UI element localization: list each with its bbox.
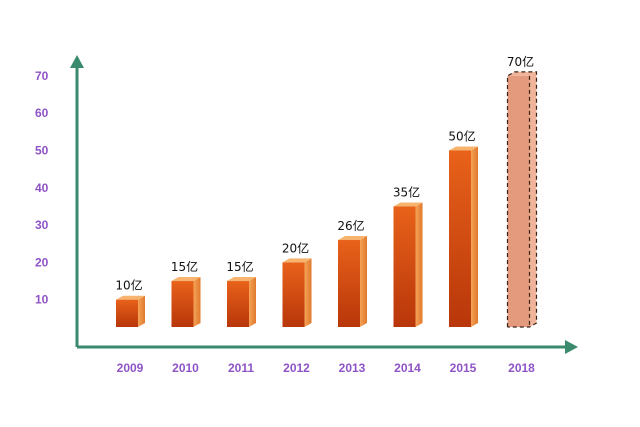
x-tick-label-2015: 2015 <box>450 361 477 375</box>
y-tick-label: 30 <box>35 218 49 232</box>
bar-2010 <box>171 277 201 327</box>
y-tick-label: 20 <box>35 255 49 269</box>
x-tick-label-2010: 2010 <box>172 361 199 375</box>
bar-front <box>393 206 416 327</box>
x-tick-label-2013: 2013 <box>339 361 366 375</box>
bar-front <box>449 150 471 327</box>
bar-2012 <box>282 258 312 327</box>
bar-front <box>116 299 138 327</box>
bar-side <box>360 236 367 327</box>
data-label-2009: 10亿 <box>115 278 142 293</box>
y-tick-label: 40 <box>35 181 49 195</box>
y-tick-label: 60 <box>35 106 49 120</box>
bar-top <box>282 258 312 263</box>
data-label-2015: 50亿 <box>448 129 475 144</box>
bar-2013 <box>338 236 367 327</box>
data-label-2018: 70亿 <box>507 54 534 69</box>
bar-top <box>449 146 478 151</box>
bar-2014 <box>393 202 423 327</box>
bar-side <box>529 71 537 328</box>
bar-side <box>471 146 478 327</box>
data-label-2012: 20亿 <box>282 240 309 255</box>
bar-side <box>138 295 145 327</box>
bar-top <box>507 71 537 76</box>
data-label-2014: 35亿 <box>393 184 420 199</box>
x-tick-label-2011: 2011 <box>228 361 254 375</box>
data-label-2011: 15亿 <box>226 259 253 274</box>
bar-top <box>393 202 423 207</box>
bar-top <box>338 236 367 241</box>
x-tick-label-2009: 2009 <box>117 361 144 375</box>
bar-front <box>227 281 249 327</box>
x-tick-label-2012: 2012 <box>283 361 310 375</box>
bar-side <box>249 277 256 327</box>
bar-top <box>116 295 145 300</box>
y-tick-label: 70 <box>35 69 49 83</box>
x-tick-label-2014: 2014 <box>394 361 421 375</box>
bar-top <box>227 277 256 282</box>
bar-2018 <box>506 71 538 328</box>
bar-side <box>415 202 423 327</box>
y-tick-label: 10 <box>35 293 49 307</box>
bar-side <box>304 258 312 327</box>
x-tick-label-2018: 2018 <box>508 361 535 375</box>
bar-front <box>171 281 194 327</box>
y-axis-arrow-icon <box>70 55 84 68</box>
x-axis-arrow-icon <box>565 340 578 354</box>
bar-side <box>193 277 201 327</box>
y-tick-label: 50 <box>35 144 49 158</box>
bar-2009 <box>116 295 145 327</box>
bar-front <box>338 240 360 327</box>
bar-2011 <box>227 277 256 327</box>
bar-top <box>171 277 201 282</box>
data-label-2013: 26亿 <box>337 218 364 233</box>
bar-2015 <box>449 146 478 327</box>
bar-front <box>282 262 305 327</box>
data-label-2010: 15亿 <box>171 259 198 274</box>
bar-dashed-outline <box>506 71 538 328</box>
bar-front <box>507 75 530 328</box>
